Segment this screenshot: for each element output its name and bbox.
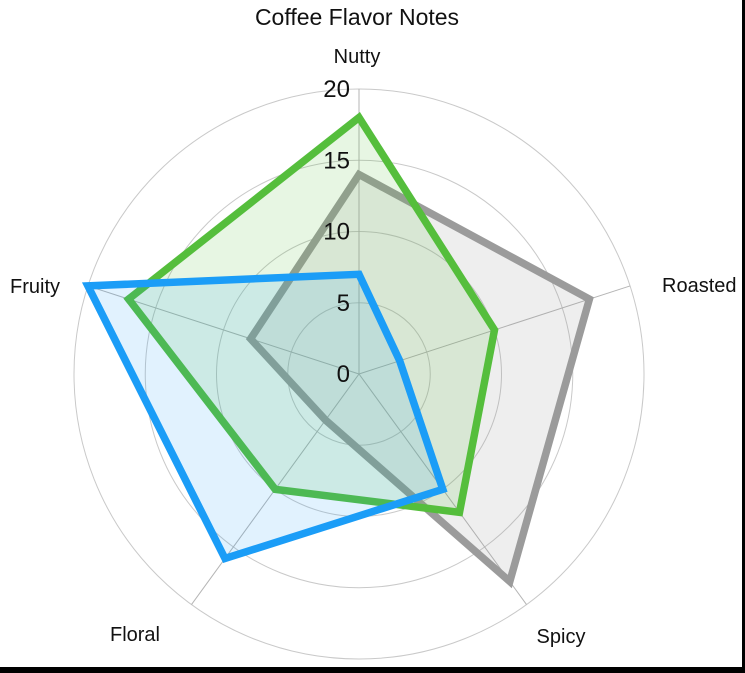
- radial-tick-20: 20: [323, 76, 350, 103]
- radar-polygon-green-series: [123, 111, 499, 517]
- axis-label-spicy: Spicy: [537, 626, 586, 648]
- chart-title: Coffee Flavor Notes: [255, 4, 459, 30]
- radar-series: [81, 111, 594, 589]
- radar-polygon-blue-series: [81, 270, 448, 564]
- radial-tick-15: 15: [323, 147, 350, 174]
- radial-tick-5: 5: [337, 290, 350, 317]
- axis-label-roasted: Roasted: [662, 275, 737, 297]
- axis-label-floral: Floral: [110, 624, 160, 646]
- radial-tick-10: 10: [323, 219, 350, 246]
- radial-tick-0: 0: [337, 361, 350, 388]
- radial-tick-labels: 0 5 10 15 20: [323, 76, 350, 388]
- axis-label-nutty: Nutty: [334, 46, 381, 68]
- axis-labels: Nutty Roasted Spicy Floral Fruity: [10, 46, 737, 648]
- axis-label-fruity: Fruity: [10, 276, 60, 298]
